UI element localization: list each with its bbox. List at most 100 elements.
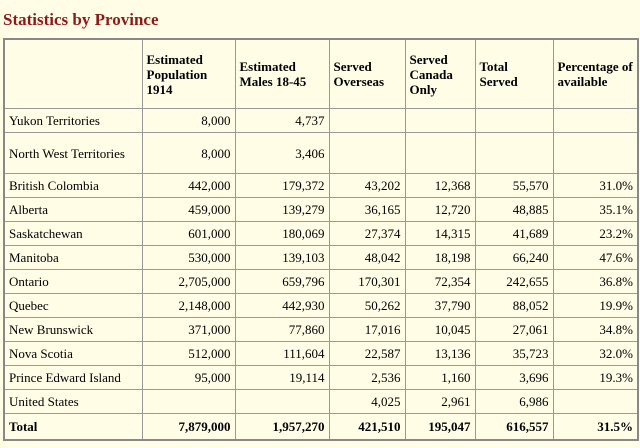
value-cell: 34.8% bbox=[552, 317, 639, 342]
value-cell: 36,165 bbox=[328, 197, 406, 222]
table-row: Ontario 2,705,000 659,796 170,301 72,354 242,… bbox=[3, 269, 639, 294]
value-cell: 50,262 bbox=[328, 293, 406, 318]
value-cell: 95,000 bbox=[141, 365, 236, 390]
total-cell: 1,957,270 bbox=[234, 413, 330, 441]
value-cell: 22,587 bbox=[328, 341, 406, 366]
column-header: Served Overseas bbox=[328, 38, 406, 109]
value-cell: 8,000 bbox=[141, 132, 236, 174]
value-cell: 48,042 bbox=[328, 245, 406, 270]
value-cell: 19.9% bbox=[552, 293, 639, 318]
row-label: North West Territories bbox=[3, 132, 143, 174]
value-cell: 19,114 bbox=[234, 365, 330, 390]
value-cell: 179,372 bbox=[234, 173, 330, 198]
value-cell: 43,202 bbox=[328, 173, 406, 198]
table-row: British Colombia 442,000 179,372 43,202 12,3… bbox=[3, 173, 639, 198]
value-cell bbox=[328, 108, 406, 133]
row-label: British Colombia bbox=[3, 173, 143, 198]
value-cell: 37,790 bbox=[404, 293, 476, 318]
value-cell bbox=[234, 389, 330, 414]
value-cell: 12,720 bbox=[404, 197, 476, 222]
value-cell: 3,696 bbox=[474, 365, 554, 390]
value-cell: 659,796 bbox=[234, 269, 330, 294]
total-cell: 7,879,000 bbox=[141, 413, 236, 441]
header-row: Estimated Population 1914 Estimated Males… bbox=[3, 38, 639, 109]
value-cell bbox=[552, 132, 639, 174]
value-cell: 14,315 bbox=[404, 221, 476, 246]
table-row: Nova Scotia 512,000 111,604 22,587 13,136 35,… bbox=[3, 341, 639, 366]
value-cell: 13,136 bbox=[404, 341, 476, 366]
value-cell: 512,000 bbox=[141, 341, 236, 366]
row-label: Manitoba bbox=[3, 245, 143, 270]
value-cell: 27,061 bbox=[474, 317, 554, 342]
value-cell: 17,016 bbox=[328, 317, 406, 342]
value-cell bbox=[552, 108, 639, 133]
value-cell: 4,737 bbox=[234, 108, 330, 133]
total-cell: 616,557 bbox=[474, 413, 554, 441]
value-cell bbox=[474, 108, 554, 133]
value-cell: 2,961 bbox=[404, 389, 476, 414]
value-cell: 10,045 bbox=[404, 317, 476, 342]
value-cell: 530,000 bbox=[141, 245, 236, 270]
table-row: Quebec 2,148,000 442,930 50,262 37,790 88,052… bbox=[3, 293, 639, 318]
row-label: Nova Scotia bbox=[3, 341, 143, 366]
value-cell: 2,148,000 bbox=[141, 293, 236, 318]
value-cell: 41,689 bbox=[474, 221, 554, 246]
row-label: Saskatchewan bbox=[3, 221, 143, 246]
column-header: Estimated Population 1914 bbox=[141, 38, 236, 109]
value-cell: 55,570 bbox=[474, 173, 554, 198]
total-cell: 195,047 bbox=[404, 413, 476, 441]
value-cell: 88,052 bbox=[474, 293, 554, 318]
table-row: United States 4,025 2,961 6,986 bbox=[3, 389, 639, 414]
value-cell: 8,000 bbox=[141, 108, 236, 133]
value-cell: 139,103 bbox=[234, 245, 330, 270]
value-cell: 23.2% bbox=[552, 221, 639, 246]
value-cell: 72,354 bbox=[404, 269, 476, 294]
value-cell: 242,655 bbox=[474, 269, 554, 294]
value-cell: 4,025 bbox=[328, 389, 406, 414]
value-cell: 19.3% bbox=[552, 365, 639, 390]
value-cell: 2,705,000 bbox=[141, 269, 236, 294]
value-cell: 48,885 bbox=[474, 197, 554, 222]
row-label: New Brunswick bbox=[3, 317, 143, 342]
column-header: Served Canada Only bbox=[404, 38, 476, 109]
value-cell bbox=[328, 132, 406, 174]
column-header: Percentage of available bbox=[552, 38, 639, 109]
value-cell: 35,723 bbox=[474, 341, 554, 366]
value-cell: 35.1% bbox=[552, 197, 639, 222]
value-cell: 3,406 bbox=[234, 132, 330, 174]
column-header: Total Served bbox=[474, 38, 554, 109]
value-cell: 31.0% bbox=[552, 173, 639, 198]
value-cell: 32.0% bbox=[552, 341, 639, 366]
value-cell: 66,240 bbox=[474, 245, 554, 270]
total-label: Total bbox=[3, 413, 143, 441]
row-label: Yukon Territories bbox=[3, 108, 143, 133]
column-header: Estimated Males 18-45 bbox=[234, 38, 330, 109]
stats-table: Estimated Population 1914 Estimated Males… bbox=[3, 38, 639, 441]
row-label: Ontario bbox=[3, 269, 143, 294]
value-cell: 111,604 bbox=[234, 341, 330, 366]
value-cell bbox=[474, 132, 554, 174]
value-cell: 12,368 bbox=[404, 173, 476, 198]
value-cell bbox=[141, 389, 236, 414]
corner-cell bbox=[3, 38, 143, 109]
value-cell: 36.8% bbox=[552, 269, 639, 294]
row-label: Quebec bbox=[3, 293, 143, 318]
value-cell: 47.6% bbox=[552, 245, 639, 270]
table-row: New Brunswick 371,000 77,860 17,016 10,045 27… bbox=[3, 317, 639, 342]
table-row: North West Territories 8,000 3,406 bbox=[3, 132, 639, 174]
value-cell: 2,536 bbox=[328, 365, 406, 390]
table-row: Yukon Territories 8,000 4,737 bbox=[3, 108, 639, 133]
value-cell: 139,279 bbox=[234, 197, 330, 222]
value-cell bbox=[404, 132, 476, 174]
value-cell: 77,860 bbox=[234, 317, 330, 342]
row-label: Alberta bbox=[3, 197, 143, 222]
total-cell: 31.5% bbox=[552, 413, 639, 441]
value-cell bbox=[404, 108, 476, 133]
value-cell: 170,301 bbox=[328, 269, 406, 294]
total-cell: 421,510 bbox=[328, 413, 406, 441]
value-cell: 6,986 bbox=[474, 389, 554, 414]
value-cell: 442,930 bbox=[234, 293, 330, 318]
value-cell: 442,000 bbox=[141, 173, 236, 198]
row-label: Prince Edward Island bbox=[3, 365, 143, 390]
value-cell: 371,000 bbox=[141, 317, 236, 342]
